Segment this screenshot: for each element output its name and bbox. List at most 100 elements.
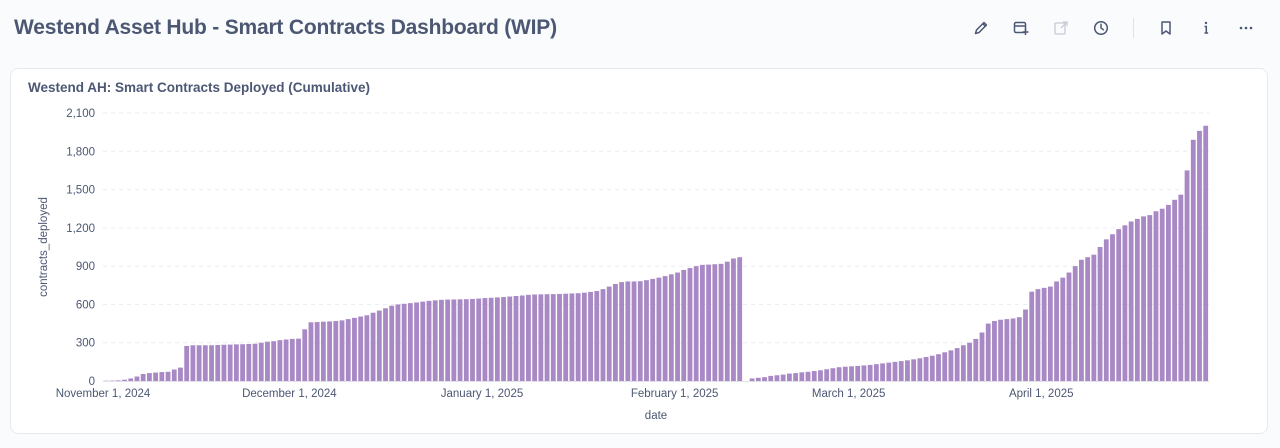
bar[interactable] [668,274,674,381]
bar[interactable] [501,297,506,381]
bar[interactable] [1054,281,1059,381]
bar[interactable] [650,278,656,381]
bar[interactable] [706,264,712,381]
bar[interactable] [985,323,991,381]
bar[interactable] [333,321,339,381]
bar[interactable] [289,338,295,381]
bar[interactable] [842,366,848,381]
bar[interactable] [352,317,357,381]
bar[interactable] [905,360,910,381]
bar[interactable] [799,372,805,381]
bar[interactable] [308,322,314,381]
bar[interactable] [451,299,457,381]
bar[interactable] [265,341,270,381]
bar[interactable] [364,315,370,381]
bar[interactable] [395,304,401,381]
bar[interactable] [637,281,643,381]
bar[interactable] [494,297,500,381]
bar[interactable] [824,369,830,381]
bar[interactable] [258,342,264,381]
bar[interactable] [1016,317,1022,381]
bar[interactable] [1134,218,1140,381]
bar[interactable] [252,343,258,381]
bar[interactable] [401,303,407,381]
bar[interactable] [600,289,606,381]
bar[interactable] [196,345,202,381]
bar[interactable] [178,367,183,381]
bar[interactable] [867,364,873,381]
bar[interactable] [849,366,854,381]
bar[interactable] [550,294,556,381]
auto-refresh-button[interactable] [1081,12,1121,44]
bar[interactable] [1153,211,1159,381]
bar[interactable] [967,342,972,381]
bar[interactable] [476,298,482,381]
info-button[interactable] [1186,12,1226,44]
bar[interactable] [376,310,382,381]
bar[interactable] [283,339,289,381]
bar[interactable] [718,263,724,381]
bar[interactable] [656,277,662,381]
card-title[interactable]: Westend AH: Smart Contracts Deployed (Cu… [28,80,371,95]
bar[interactable] [563,293,569,381]
bar[interactable] [929,355,935,381]
bar[interactable] [917,358,923,381]
bar[interactable] [569,293,575,381]
bar[interactable] [768,375,774,381]
bar[interactable] [470,298,475,381]
bar[interactable] [420,301,426,381]
bar[interactable] [1035,289,1041,381]
bar[interactable] [1010,318,1016,381]
bar[interactable] [936,354,941,381]
more-options-button[interactable] [1226,12,1266,44]
bar[interactable] [581,292,587,381]
bar[interactable] [1184,170,1190,381]
bar[interactable] [519,295,525,381]
bar[interactable] [134,376,140,381]
bar[interactable] [544,294,550,381]
bar[interactable] [979,332,985,381]
bar[interactable] [1029,291,1035,381]
bar[interactable] [855,365,861,381]
bar[interactable] [625,281,631,381]
bar[interactable] [358,316,364,381]
bar[interactable] [277,340,283,381]
bar[interactable] [762,377,767,381]
bar[interactable] [1091,254,1097,381]
bar[interactable] [1147,215,1153,381]
bar[interactable] [526,294,531,381]
bookmark-button[interactable] [1146,12,1186,44]
bar[interactable] [426,300,432,381]
bar[interactable] [631,281,637,381]
bar[interactable] [662,276,668,381]
bar[interactable] [445,299,451,381]
bar[interactable] [327,321,332,381]
bar[interactable] [1190,139,1196,381]
bar[interactable] [693,266,699,381]
bar[interactable] [836,367,842,381]
bar[interactable] [389,305,395,381]
bar[interactable] [960,345,966,381]
bar[interactable] [482,298,488,381]
bar[interactable] [575,293,581,381]
bar[interactable] [1203,125,1209,381]
bar[interactable] [1004,319,1010,381]
bar[interactable] [998,319,1004,381]
bar[interactable] [190,345,196,381]
bar[interactable] [221,344,227,381]
bar[interactable] [1166,204,1171,381]
bar[interactable] [1116,229,1122,381]
bar[interactable] [513,296,519,381]
share-button[interactable] [1041,12,1081,44]
bar[interactable] [302,329,308,381]
bar[interactable] [830,368,836,381]
bar[interactable] [140,373,146,381]
bar[interactable] [532,294,538,381]
bar[interactable] [954,348,960,381]
bar[interactable] [1085,257,1091,381]
bar[interactable] [992,321,997,381]
bar[interactable] [749,378,755,381]
bar[interactable] [457,299,463,381]
bar[interactable] [687,268,693,381]
bar[interactable] [1097,247,1103,381]
